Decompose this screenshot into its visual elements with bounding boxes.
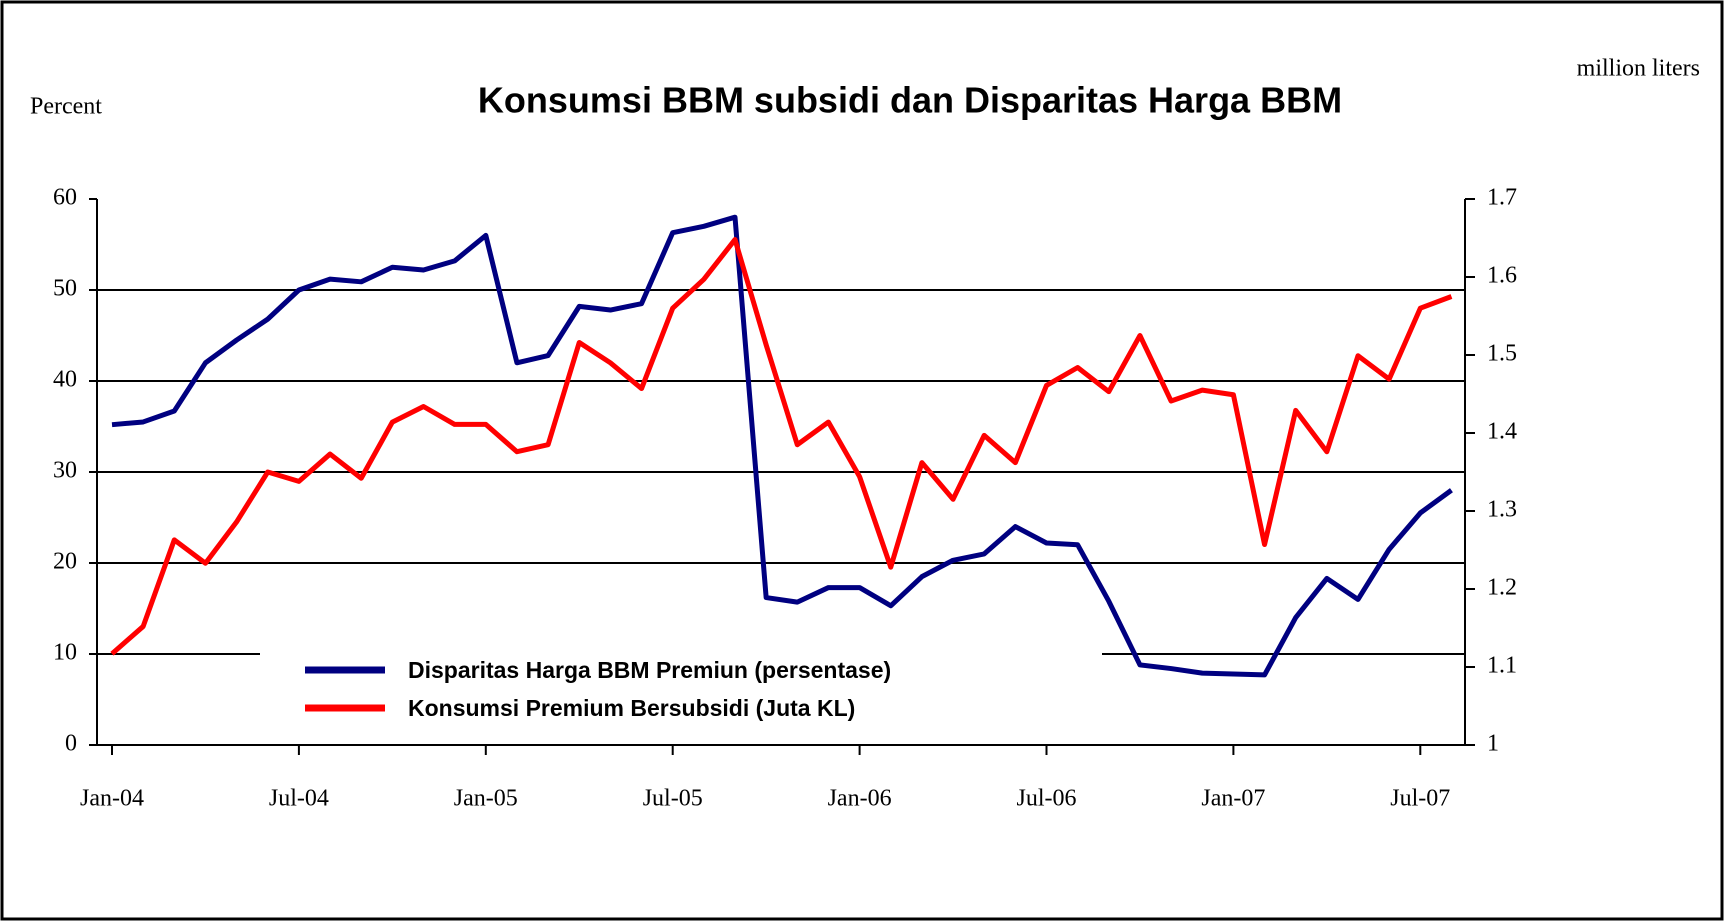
y-tick-label: 60	[53, 185, 77, 211]
y2-tick-label: 1.1	[1487, 653, 1517, 679]
x-tick-label: Jan-04	[80, 786, 144, 812]
y-tick-label: 0	[65, 731, 77, 757]
y2-tick-label: 1.7	[1487, 185, 1517, 211]
x-tick-label: Jul-04	[269, 786, 329, 812]
data-line	[111, 214, 1453, 678]
chart-title: Konsumsi BBM subsidi dan Disparitas Harg…	[478, 80, 1342, 121]
x-tick-label: Jul-05	[643, 786, 703, 812]
x-tick-label: Jul-06	[1017, 786, 1077, 812]
y2-tick-label: 1	[1487, 731, 1499, 757]
y-tick-label: 20	[53, 549, 77, 575]
legend-box	[260, 648, 1102, 728]
x-tick-label: Jul-07	[1390, 786, 1450, 812]
y-tick-label: 30	[53, 458, 77, 484]
y-tick-label: 40	[53, 367, 77, 393]
y2-tick-label: 1.6	[1487, 263, 1517, 289]
y2-tick-label: 1.3	[1487, 497, 1517, 523]
legend-label: Disparitas Harga BBM Premiun (persentase…	[408, 657, 891, 683]
y-tick-label: 50	[53, 276, 77, 302]
legend-label: Konsumsi Premium Bersubsidi (Juta KL)	[408, 695, 855, 721]
x-tick-label: Jan-07	[1201, 786, 1265, 812]
y2-tick-label: 1.5	[1487, 341, 1517, 367]
data-line	[110, 237, 1453, 656]
y2-tick-label: 1.2	[1487, 575, 1517, 601]
y2-axis-label: million liters	[1577, 56, 1700, 82]
y2-tick-label: 1.4	[1487, 419, 1517, 445]
x-tick-label: Jan-05	[454, 786, 518, 812]
y-tick-label: 10	[53, 640, 77, 666]
x-tick-label: Jan-06	[828, 786, 892, 812]
y-axis-label: Percent	[30, 94, 102, 120]
